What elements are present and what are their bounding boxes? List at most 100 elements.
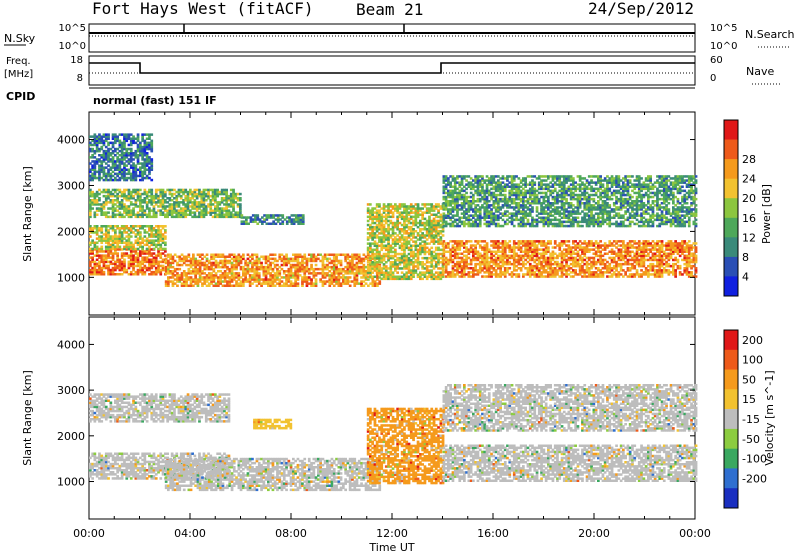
echo-cell (111, 149, 115, 153)
echo-cell (236, 205, 240, 208)
echo-cell (136, 247, 140, 251)
echo-cell (360, 272, 363, 275)
echo-cell (597, 273, 600, 276)
echo-cell (428, 265, 431, 268)
echo-cell (111, 273, 115, 276)
echo-cell (118, 162, 122, 165)
echo-cell (136, 258, 140, 261)
echo-cell (210, 263, 213, 267)
echo-cell (239, 199, 242, 202)
echo-cell (161, 227, 165, 230)
echo-cell (143, 209, 147, 212)
echo-cell (292, 282, 295, 285)
echo-cell (109, 178, 113, 182)
echo-cell (351, 253, 354, 256)
echo-cell (169, 265, 172, 269)
echo-cell (129, 229, 133, 232)
echo-cell (152, 213, 156, 216)
echo-cell (107, 207, 110, 210)
echo-cell (294, 267, 297, 271)
echo-cell (116, 245, 119, 249)
echo-cell (355, 270, 359, 273)
echo-cell (111, 239, 115, 242)
echo-cell (382, 207, 386, 210)
echo-cell (592, 242, 596, 245)
echo-cell (171, 282, 175, 285)
echo-cell (93, 270, 97, 274)
echo-cell (380, 246, 384, 250)
echo-cell (132, 227, 135, 230)
echo-cell (136, 239, 140, 242)
echo-cell (150, 203, 154, 206)
echo-cell (154, 231, 158, 234)
echo-cell (290, 218, 294, 221)
echo-cell (303, 270, 307, 273)
echo-cell (141, 239, 144, 242)
echo-cell (223, 207, 226, 210)
echo-cell (437, 209, 440, 212)
echo-cell (337, 278, 341, 281)
echo-cell (227, 197, 231, 200)
echo-cell (253, 261, 257, 265)
echo-cell (202, 213, 206, 216)
echo-cell (202, 207, 206, 210)
echo-cell (207, 211, 210, 214)
echo-cell (129, 243, 133, 247)
echo-cell (326, 263, 329, 267)
echo-cell (143, 190, 147, 194)
echo-cell (114, 203, 117, 206)
echo-cell (118, 143, 122, 147)
echo-cell (608, 250, 612, 253)
echo-cell (109, 252, 113, 255)
echo-cell (606, 275, 609, 278)
echo-cell (289, 280, 293, 283)
echo-cell (157, 205, 160, 208)
echo-cell (216, 194, 219, 198)
echo-cell (391, 246, 395, 250)
echo-cell (451, 240, 455, 243)
echo-cell (389, 211, 393, 214)
echo-cell (223, 265, 227, 269)
echo-cell (437, 271, 440, 274)
echo-cell (118, 260, 122, 264)
echo-cell (267, 278, 270, 281)
echo-cell (102, 260, 106, 264)
echo-cell (118, 205, 122, 208)
echo-cell (164, 257, 168, 261)
echo-cell (375, 248, 379, 252)
echo-cell (357, 259, 361, 263)
echo-cell (164, 284, 168, 287)
echo-cell (104, 235, 108, 238)
echo-cell (225, 209, 228, 212)
echo-cell (223, 276, 227, 279)
echo-cell (107, 215, 110, 219)
echo-cell (184, 199, 188, 202)
echo-cell (171, 265, 175, 269)
echo-cell (214, 190, 217, 194)
echo-cell (430, 219, 434, 223)
echo-cell (180, 274, 184, 277)
echo-cell (239, 197, 242, 200)
echo-cell (366, 207, 370, 210)
echo-cell (148, 170, 151, 174)
echo-cell (248, 255, 252, 258)
echo-cell (145, 162, 149, 165)
echo-cell (276, 276, 279, 279)
echo-cell (378, 228, 381, 231)
echo-cell (451, 264, 455, 268)
echo-cell (114, 168, 117, 171)
echo-cell (98, 176, 101, 180)
echo-cell (223, 257, 227, 261)
echo-cell (384, 205, 388, 208)
echo-cell (207, 194, 210, 198)
echo-cell (348, 261, 352, 265)
echo-cell (537, 248, 541, 251)
echo-cell (134, 141, 138, 145)
echo-cell (116, 158, 119, 161)
echo-cell (314, 282, 318, 285)
echo-cell (132, 231, 135, 234)
echo-cell (380, 240, 384, 243)
echo-cell (91, 201, 94, 204)
echo-cell (328, 261, 332, 265)
echo-cell (116, 199, 119, 202)
